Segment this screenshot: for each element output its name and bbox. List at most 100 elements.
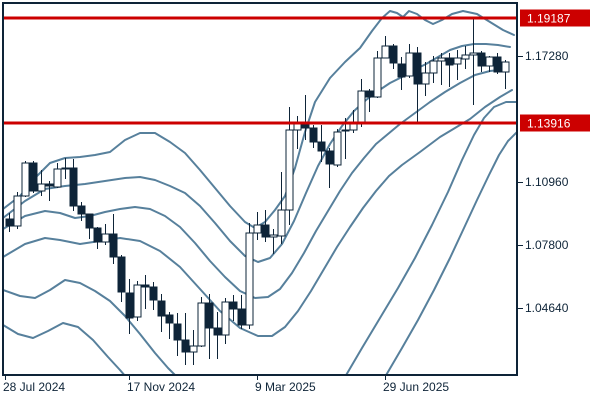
candle-body-bull xyxy=(421,72,430,85)
candle xyxy=(269,229,278,254)
candle-body-bear xyxy=(45,183,54,187)
candle xyxy=(477,51,486,72)
x-axis-label: 28 Jul 2024 xyxy=(3,380,65,394)
candle-body-bull xyxy=(61,167,70,170)
candle-body-bear xyxy=(445,57,454,66)
candle-body-bear xyxy=(317,141,326,152)
candle xyxy=(117,255,126,302)
candle xyxy=(93,227,102,249)
candle xyxy=(141,275,150,309)
candle xyxy=(85,213,94,239)
candle-body-bull xyxy=(453,57,462,65)
candle xyxy=(397,57,406,90)
candle-body-bull xyxy=(189,345,198,353)
candle xyxy=(365,89,374,112)
candle-body-bull xyxy=(221,301,230,336)
candle-body-bear xyxy=(5,218,14,227)
candle xyxy=(341,118,350,159)
candle xyxy=(461,46,470,69)
x-axis-label: 29 Jun 2025 xyxy=(383,380,449,394)
candle xyxy=(173,313,182,356)
candle xyxy=(213,312,222,359)
candle xyxy=(229,295,238,321)
candle-body-bear xyxy=(237,308,246,326)
candle-body-bull xyxy=(469,52,478,56)
y-axis-label: 1.10960 xyxy=(525,175,569,189)
x-axis-label: 17 Nov 2024 xyxy=(127,380,195,394)
candle xyxy=(221,298,230,344)
candle-body-bear xyxy=(213,327,222,336)
candle xyxy=(189,330,198,365)
candle xyxy=(325,148,334,188)
candle xyxy=(501,60,510,89)
candle-body-bear xyxy=(77,205,86,215)
price-level-tag[interactable] xyxy=(520,9,590,27)
candle xyxy=(389,44,398,69)
candle xyxy=(277,172,286,244)
candle-body-bear xyxy=(165,314,174,324)
candle xyxy=(5,213,14,232)
candle-body-bear xyxy=(29,162,38,192)
candle xyxy=(37,170,46,196)
candle-body-bear xyxy=(229,301,238,310)
candle xyxy=(309,125,318,148)
price-level-tag[interactable] xyxy=(520,114,590,132)
candle-body-bull xyxy=(357,90,366,123)
candle xyxy=(485,56,494,72)
band-2-upper-mid-line xyxy=(4,43,511,263)
candle-body-bull xyxy=(285,129,294,211)
candle-body-bull xyxy=(13,195,22,227)
candle-body-bull xyxy=(429,60,438,74)
candle xyxy=(373,51,382,98)
candle-body-bear xyxy=(173,323,182,341)
candle-body-bear xyxy=(493,56,502,73)
candle-body-bull xyxy=(133,284,142,318)
candle-body-bull xyxy=(501,61,510,73)
candle xyxy=(285,107,294,225)
candle-body-bear xyxy=(389,45,398,64)
candle-body-bear xyxy=(85,213,94,229)
candle xyxy=(413,47,422,123)
candle-body-bear xyxy=(205,302,214,329)
candle xyxy=(437,53,446,85)
band-6-outer-lower-line xyxy=(4,322,125,374)
candle xyxy=(453,50,462,80)
candle-body-bear xyxy=(261,224,270,238)
candle xyxy=(109,214,118,264)
candle xyxy=(237,295,246,329)
candle-body-bull xyxy=(253,224,262,234)
candle xyxy=(261,210,270,242)
candle xyxy=(493,53,502,74)
candle-body-bull xyxy=(405,52,414,77)
candle xyxy=(21,161,30,197)
band-5-lower-line xyxy=(4,279,176,374)
candle xyxy=(197,297,206,347)
candle xyxy=(45,181,54,201)
candle xyxy=(205,294,214,359)
candle-body-bear xyxy=(93,227,102,243)
band-6-outer-lower-line xyxy=(385,131,516,374)
band-5-lower-line xyxy=(345,101,516,374)
candle-body-bull xyxy=(437,57,446,62)
candle xyxy=(149,282,158,310)
candle-body-bull xyxy=(341,129,350,132)
y-axis-label: 1.04640 xyxy=(525,301,569,315)
candle-body-bear xyxy=(413,52,422,85)
candle xyxy=(445,53,454,87)
candle-body-bear xyxy=(365,90,374,98)
candle-body-bull xyxy=(277,209,286,237)
candle xyxy=(125,279,134,334)
candle-body-bear xyxy=(141,284,150,288)
candle xyxy=(165,312,174,339)
price-level-label: 1.19187 xyxy=(527,12,571,26)
band-1-outer-upper-line xyxy=(4,10,515,229)
candle xyxy=(253,212,262,240)
candle xyxy=(61,158,70,179)
candle xyxy=(181,313,190,365)
y-axis-label: 1.07800 xyxy=(525,238,569,252)
plot-frame xyxy=(2,2,518,376)
candle xyxy=(29,161,38,193)
candle-body-bear xyxy=(149,286,158,301)
candle-body-bear xyxy=(117,256,126,293)
